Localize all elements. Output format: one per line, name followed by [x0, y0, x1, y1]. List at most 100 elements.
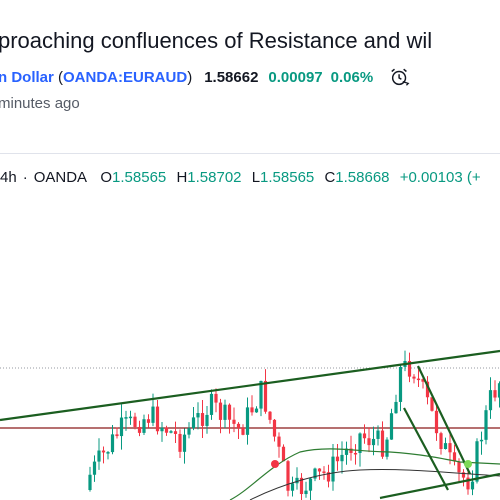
candle-body: [484, 410, 488, 440]
candle-body: [124, 417, 128, 419]
close-label: C: [324, 169, 336, 186]
candle-body: [137, 426, 142, 433]
candle-body: [115, 434, 119, 437]
candle-body: [119, 417, 124, 437]
candle-body: [250, 407, 254, 413]
moving-average-line-2: [249, 468, 500, 500]
open-paren: (: [53, 68, 64, 86]
price-chart[interactable]: [0, 190, 500, 500]
candle-body: [133, 416, 137, 427]
candle-body: [173, 431, 178, 434]
candle-body: [232, 419, 236, 424]
candle-body: [421, 379, 425, 382]
candle-body: [358, 433, 362, 453]
high-label: H: [176, 169, 188, 186]
candle-body: [443, 443, 448, 450]
header-divider: [0, 153, 500, 154]
candle-body: [254, 408, 259, 413]
current-price: 1.58662: [204, 68, 259, 86]
candle-body: [448, 443, 452, 453]
candle-body: [488, 390, 493, 411]
symbol-name[interactable]: n Dollar: [0, 68, 54, 86]
candle-body: [227, 404, 232, 420]
candle-body: [169, 431, 173, 433]
idea-title: proaching confluences of Resistance and …: [0, 28, 433, 53]
candle-body: [128, 416, 133, 419]
candle-body: [452, 452, 457, 462]
price-change: 0.00097: [268, 68, 323, 86]
publish-time: minutes ago: [0, 95, 80, 112]
symbol-row: n Dollar ( OANDA:EURAUD ) 1.58662 0.0009…: [0, 66, 411, 88]
candle-body: [295, 477, 299, 484]
lower-channel-trendline: [379, 472, 500, 500]
candle-body: [434, 410, 439, 434]
candle-body: [218, 402, 223, 420]
candle-body: [281, 446, 286, 462]
candle-body: [353, 452, 358, 455]
candle-body: [412, 376, 416, 379]
candle-body: [263, 380, 268, 412]
candle-body: [497, 383, 500, 398]
candle-body: [214, 393, 218, 403]
candle-body: [160, 427, 164, 432]
candle-body: [290, 483, 295, 491]
descending-trendline-2: [403, 407, 449, 491]
symbol-code-link[interactable]: OANDA:EURAUD: [63, 68, 188, 86]
candle-body: [439, 433, 443, 450]
candle-body: [407, 360, 412, 377]
interval-label[interactable]: 4h: [0, 169, 17, 186]
sell-signal-marker[interactable]: [271, 460, 279, 468]
candle-body: [335, 456, 340, 462]
candle-body: [178, 433, 182, 452]
candle-body: [205, 414, 209, 426]
buy-signal-marker[interactable]: [464, 460, 472, 468]
low-label: L: [251, 169, 261, 186]
candle-body: [187, 428, 191, 435]
alarm-clock-icon[interactable]: [389, 66, 411, 88]
candle-body: [268, 411, 272, 420]
candle-body: [272, 419, 277, 437]
open-value: 1.58565: [112, 169, 167, 186]
moving-average-line: [229, 448, 500, 500]
candle-body: [245, 407, 250, 435]
candle-body: [106, 452, 110, 454]
candle-body: [425, 381, 430, 398]
candle-body: [416, 378, 421, 381]
candle-body: [308, 478, 313, 491]
candle-body: [349, 448, 353, 453]
candle-body: [340, 454, 344, 462]
candle-body: [164, 427, 169, 433]
candle-body: [101, 450, 106, 453]
candle-body: [92, 461, 97, 475]
candle-body: [151, 406, 155, 423]
candle-body: [209, 393, 214, 415]
candle-body: [110, 434, 115, 453]
candle-body: [470, 481, 475, 490]
candle-body: [326, 472, 331, 482]
candle-body: [182, 434, 187, 452]
candles-group: [88, 350, 500, 500]
high-value: 1.58702: [187, 169, 242, 186]
candle-body: [376, 430, 380, 439]
candle-body: [88, 474, 92, 490]
candle-body: [299, 477, 304, 495]
close-paren: ): [187, 68, 193, 86]
candle-body: [394, 401, 398, 414]
close-value: 1.58668: [335, 169, 390, 186]
delta-value: +0.00103 (+: [399, 169, 481, 186]
candle-body: [241, 427, 245, 435]
candle-body: [191, 417, 196, 429]
candle-body: [430, 397, 434, 411]
candle-body: [317, 468, 322, 472]
candle-body: [322, 471, 326, 473]
candle-body: [259, 380, 263, 409]
upper-channel-trendline: [0, 349, 500, 422]
candle-body: [362, 433, 367, 439]
candle-body: [479, 439, 484, 442]
price-change-percent: 0.06%: [330, 68, 374, 86]
candle-body: [466, 477, 470, 490]
candle-body: [475, 441, 479, 482]
candle-body: [371, 438, 376, 446]
candle-body: [97, 450, 101, 462]
candle-body: [344, 448, 349, 455]
